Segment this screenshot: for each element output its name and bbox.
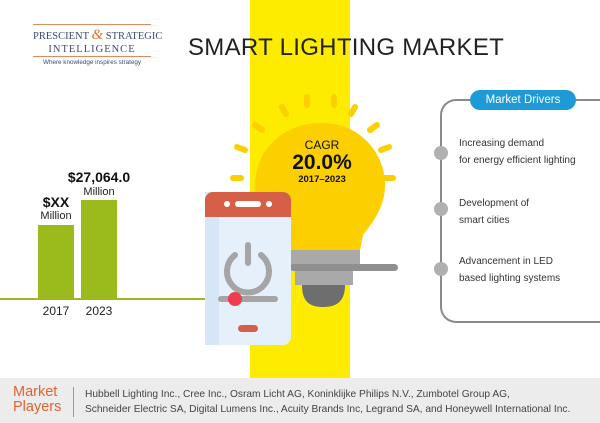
unit-2023: Million — [83, 186, 115, 198]
light-rays-icon — [230, 94, 396, 181]
bar-2017 — [38, 225, 74, 299]
bulb-phone-illustration — [205, 94, 398, 345]
page-title: SMART LIGHTING MARKET — [188, 34, 505, 61]
cagr-value: 20.0% — [292, 151, 352, 174]
baseline — [0, 298, 205, 300]
unit-2017: Million — [40, 210, 72, 222]
year-2017: 2017 — [42, 304, 70, 318]
logo: PRESCIENT & STRATEGIC INTELLIGENCE Where… — [33, 24, 162, 66]
driver-item: Advancement in LED based lighting systems — [459, 256, 561, 284]
bullet-dot — [434, 262, 448, 276]
cagr-period: 2017–2023 — [298, 174, 346, 185]
slider-track — [218, 296, 278, 302]
value-2023: $27,064.0 — [67, 169, 131, 185]
drivers-title: Market Drivers — [470, 90, 576, 110]
smartphone-icon — [205, 192, 291, 345]
year-2023: 2023 — [85, 304, 113, 318]
market-players-label: Market Players — [13, 384, 62, 415]
power-icon — [224, 242, 272, 296]
bullet-dot — [434, 146, 448, 160]
cagr-block: CAGR 20.0% 2017–2023 — [272, 138, 372, 185]
driver-item: Development of smart cities — [459, 198, 530, 226]
driver-item: Increasing demand for energy efficient li… — [459, 138, 576, 166]
bar-2023 — [81, 200, 117, 299]
slider-knob — [228, 292, 242, 306]
value-2017: $XX — [42, 194, 70, 210]
bullet-dot — [434, 202, 448, 216]
footer — [0, 378, 600, 423]
market-players-list: Hubbell Lighting Inc., Cree Inc., Osram … — [85, 389, 571, 415]
cagr-label: CAGR — [304, 138, 340, 152]
divider — [73, 387, 74, 417]
